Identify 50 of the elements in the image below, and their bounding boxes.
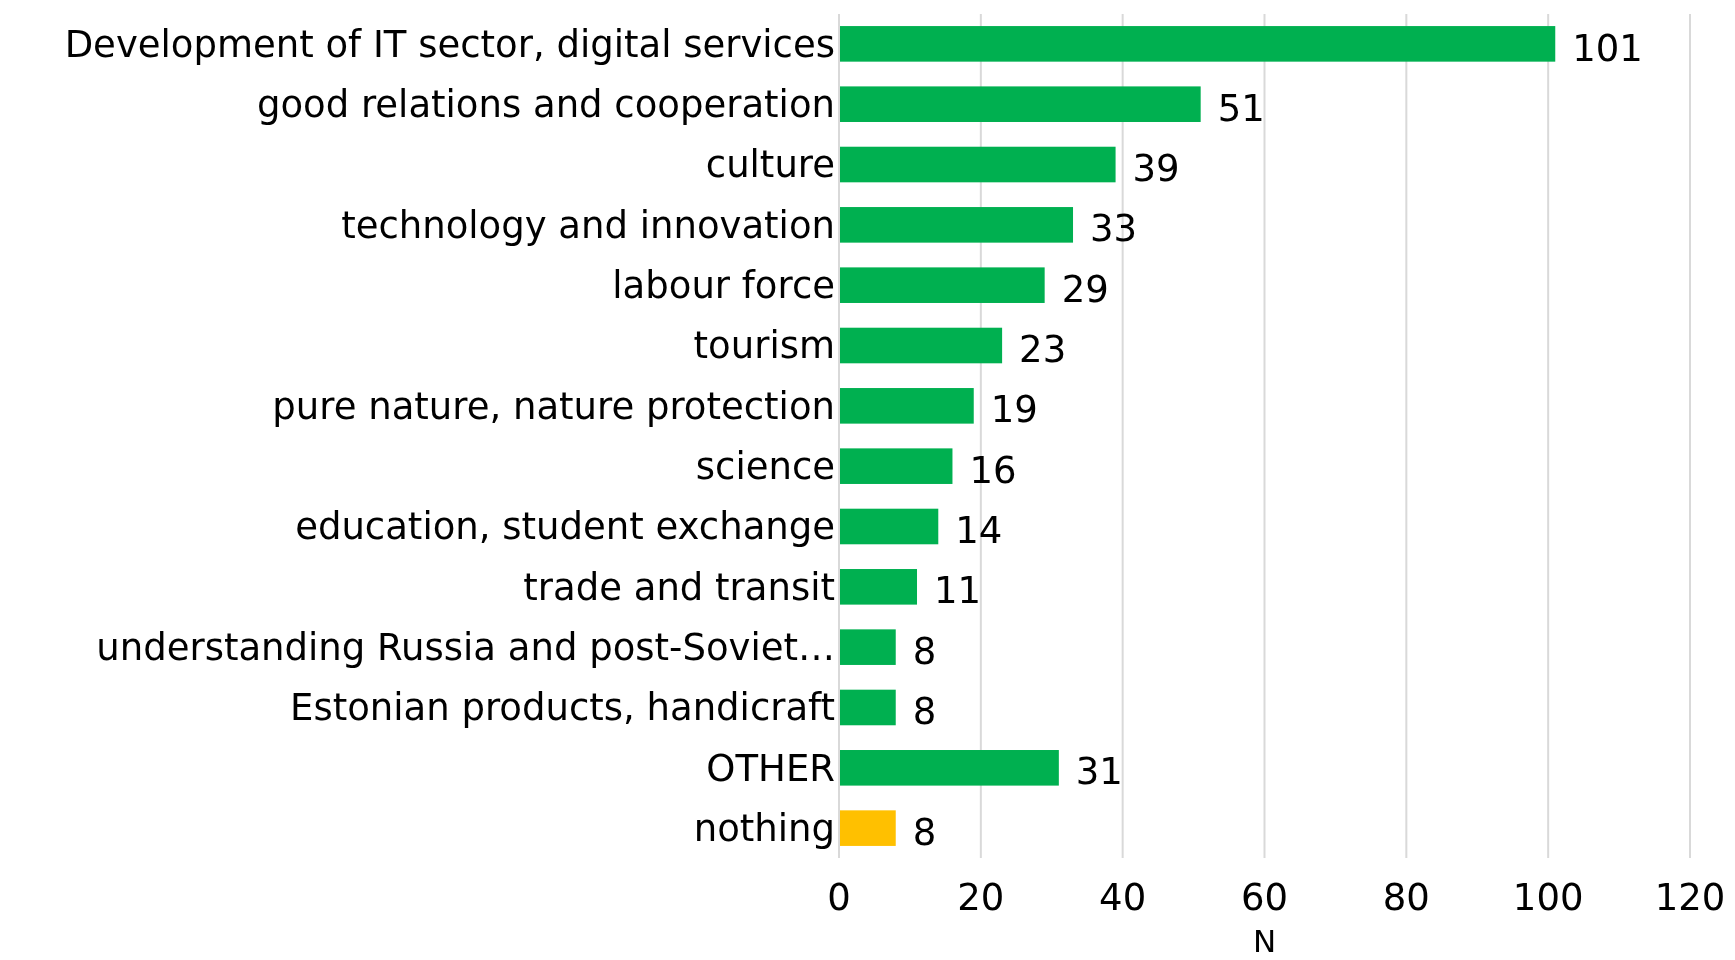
y-tick-label: science bbox=[695, 445, 835, 489]
bar bbox=[839, 207, 1074, 243]
data-label: 51 bbox=[1217, 86, 1265, 130]
bar bbox=[839, 448, 953, 484]
data-label: 29 bbox=[1061, 267, 1109, 311]
x-tick-label: 40 bbox=[1099, 876, 1147, 919]
y-tick-label: Estonian products, handicraft bbox=[290, 686, 835, 730]
data-label: 14 bbox=[955, 509, 1003, 553]
bar bbox=[839, 26, 1556, 62]
y-tick-label: technology and innovation bbox=[341, 203, 835, 247]
y-tick-label: trade and transit bbox=[523, 565, 835, 609]
y-tick-label: Development of IT sector, digital services bbox=[64, 22, 835, 66]
bar bbox=[839, 86, 1201, 122]
bar bbox=[839, 327, 1003, 364]
bar bbox=[839, 810, 896, 846]
y-tick-label: culture bbox=[705, 143, 835, 187]
x-tick-label: 20 bbox=[957, 876, 1005, 919]
x-tick-label: 100 bbox=[1512, 876, 1584, 919]
x-tick-label: 0 bbox=[827, 876, 851, 919]
data-label: 11 bbox=[934, 569, 982, 613]
data-label: 8 bbox=[912, 690, 937, 734]
data-label: 8 bbox=[912, 810, 937, 854]
bar bbox=[839, 267, 1045, 303]
x-tick-label: 60 bbox=[1240, 876, 1289, 919]
bar bbox=[839, 569, 918, 605]
data-label: 33 bbox=[1090, 207, 1138, 251]
x-tick-label: 80 bbox=[1382, 876, 1430, 919]
data-label: 23 bbox=[1019, 328, 1067, 372]
y-tick-label: understanding Russia and post-Soviet… bbox=[96, 626, 835, 670]
y-tick-label: education, student exchange bbox=[295, 505, 835, 549]
y-tick-label: pure nature, nature protection bbox=[272, 384, 835, 428]
data-label: 8 bbox=[912, 629, 937, 673]
x-tick-label: 120 bbox=[1654, 876, 1726, 919]
x-axis-title: N bbox=[1252, 923, 1277, 959]
y-tick-label: nothing bbox=[693, 807, 835, 851]
y-tick-label: labour force bbox=[612, 264, 835, 308]
bar bbox=[839, 750, 1059, 786]
bar bbox=[839, 146, 1116, 183]
y-tick-label: OTHER bbox=[706, 746, 835, 790]
bar bbox=[839, 629, 896, 665]
bar bbox=[839, 689, 896, 726]
bar bbox=[839, 508, 939, 545]
data-label: 39 bbox=[1132, 147, 1180, 191]
y-tick-label: tourism bbox=[693, 324, 835, 368]
bar bbox=[839, 388, 974, 424]
data-label: 101 bbox=[1572, 26, 1643, 70]
y-tick-label: good relations and cooperation bbox=[256, 83, 835, 127]
data-label: 19 bbox=[990, 388, 1038, 432]
data-label: 16 bbox=[969, 448, 1017, 492]
data-label: 31 bbox=[1075, 750, 1123, 794]
